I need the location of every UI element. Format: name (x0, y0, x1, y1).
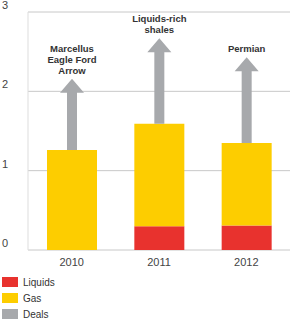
svg-text:2011: 2011 (147, 256, 171, 268)
svg-text:MarcellusEagle FordArrow: MarcellusEagle FordArrow (47, 43, 96, 76)
svg-text:3: 3 (8, 0, 9, 11)
html-text:Deals: Deals (23, 308, 49, 320)
svg-text:2: 2 (8, 78, 9, 90)
svg-text:0: 0 (8, 237, 9, 249)
html-text:Gas: Gas (23, 292, 42, 304)
svg-text:1: 1 (8, 158, 9, 170)
svg-text:Liquids-richshales: Liquids-richshales (132, 13, 187, 35)
svg-text:2012: 2012 (234, 256, 258, 268)
svg-text:Permian: Permian (228, 43, 266, 54)
html-text:Liquids: Liquids (23, 276, 55, 288)
svg-text:2010: 2010 (59, 256, 83, 268)
